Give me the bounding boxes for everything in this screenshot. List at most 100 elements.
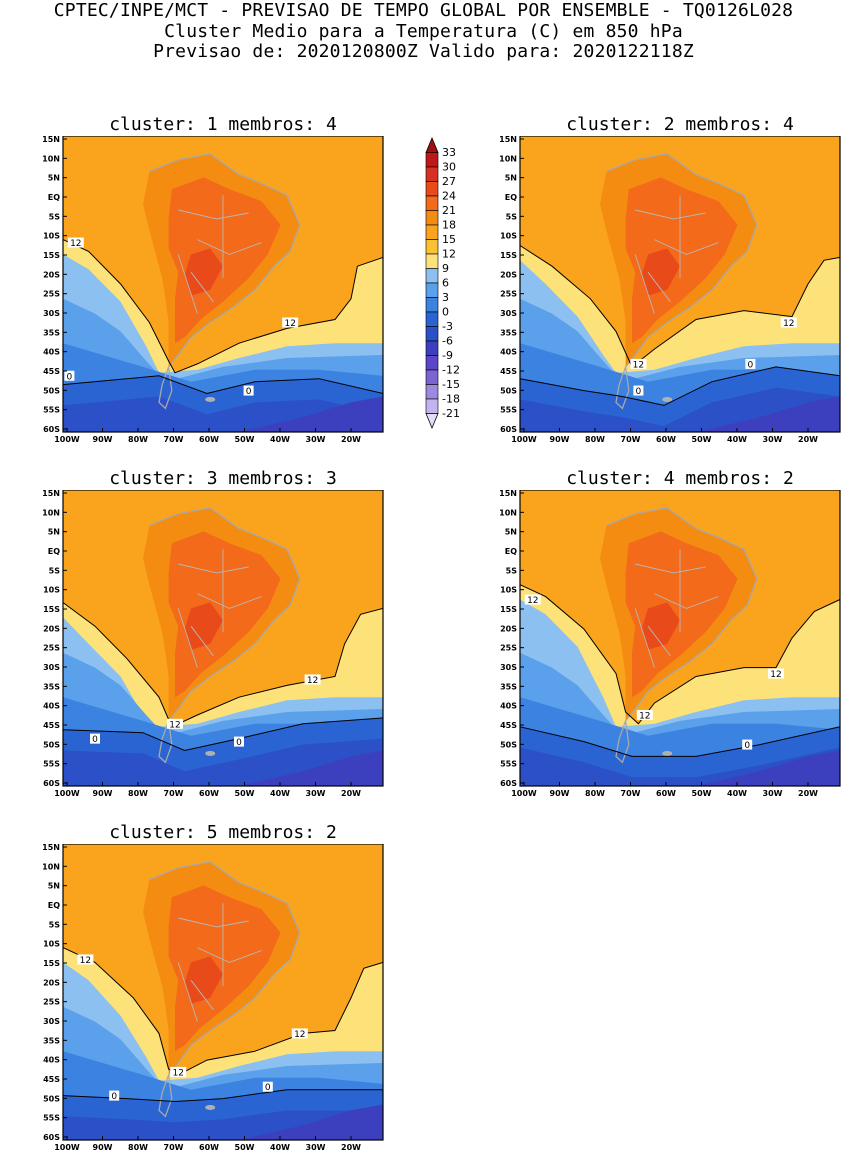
lat-label: 35S xyxy=(43,1036,60,1045)
map-frame xyxy=(62,844,384,1141)
lat-label: 10S xyxy=(43,940,60,949)
lon-label: 20W xyxy=(798,789,818,798)
border-line xyxy=(647,625,671,657)
contour-label-bg xyxy=(67,237,84,248)
border-line xyxy=(634,254,655,314)
panel-title: cluster: 1 membros: 4 xyxy=(109,114,337,135)
lon-label: 50W xyxy=(235,1143,255,1152)
border-line xyxy=(190,271,214,303)
land-21-24 xyxy=(625,531,738,698)
lon-label: 20W xyxy=(341,789,361,798)
lon-label: 60W xyxy=(656,789,676,798)
lat-label: 55S xyxy=(500,760,517,769)
contour-label-bg xyxy=(77,954,94,965)
lon-label: 80W xyxy=(585,789,605,798)
panel-title: cluster: 5 membros: 2 xyxy=(109,822,337,843)
colorbar-cell xyxy=(425,166,439,182)
lon-label: 30W xyxy=(306,1143,326,1152)
colorbar-label: 0 xyxy=(442,306,449,319)
contour-label: 12 xyxy=(527,596,538,606)
contour-label: 12 xyxy=(169,720,180,730)
contour-0 xyxy=(62,375,384,395)
lat-label: 10N xyxy=(42,862,60,871)
lon-label: 50W xyxy=(692,435,712,444)
lat-label: 25S xyxy=(43,644,60,653)
border-line xyxy=(654,593,719,609)
lat-label: 45S xyxy=(500,721,517,730)
colorbar-cell xyxy=(425,224,439,240)
map-panel: cluster: 5 membros: 2 12 12 12 0 0 15N 10N 5N EQ 5… xyxy=(33,823,393,1169)
lon-label: 70W xyxy=(621,789,641,798)
contour-label-bg xyxy=(64,370,75,381)
lat-label: 50S xyxy=(43,740,60,749)
lat-label: 60S xyxy=(500,425,517,434)
panel-title: cluster: 3 membros: 3 xyxy=(109,468,337,489)
colorbar-label: 30 xyxy=(442,161,456,174)
border-line xyxy=(178,563,249,574)
lat-label: 35S xyxy=(43,682,60,691)
lat-label: 50S xyxy=(43,386,60,395)
lon-label: 80W xyxy=(128,789,148,798)
contour-12 xyxy=(519,584,841,725)
coastline xyxy=(606,153,758,410)
header-dates: Previsao de: 2020120800Z Valido para: 20… xyxy=(153,41,694,62)
colorbar-cell xyxy=(425,398,439,414)
lat-label: 50S xyxy=(500,386,517,395)
lat-label: 20S xyxy=(43,270,60,279)
lat-label: EQ xyxy=(48,547,60,556)
colorbar-label: 18 xyxy=(442,219,456,232)
lon-label: 80W xyxy=(128,435,148,444)
lat-label: 35S xyxy=(500,682,517,691)
lat-label: 60S xyxy=(43,1133,60,1142)
header-title: CPTEC/INPE/MCT - PREVISAO DE TEMPO GLOBA… xyxy=(53,0,794,21)
lat-label: 30S xyxy=(43,309,60,318)
lat-label: 25S xyxy=(500,290,517,299)
lon-label: 30W xyxy=(306,435,326,444)
border-line xyxy=(647,271,671,303)
contour-label-bg xyxy=(745,358,756,369)
border-line xyxy=(197,947,262,963)
coastline xyxy=(149,153,301,410)
lat-label: 40S xyxy=(43,702,60,711)
lon-label: 40W xyxy=(270,789,290,798)
lon-label: 20W xyxy=(341,1143,361,1152)
lon-label: 90W xyxy=(93,1143,113,1152)
lon-label: 90W xyxy=(550,435,570,444)
lat-label: EQ xyxy=(48,901,60,910)
border-line xyxy=(197,239,262,255)
border-line xyxy=(177,254,198,314)
lat-label: 5S xyxy=(506,566,518,575)
land-24-27 xyxy=(184,248,223,296)
border-line xyxy=(177,962,198,1022)
lat-label: 10N xyxy=(499,508,517,517)
island xyxy=(205,396,216,402)
lat-label: 5N xyxy=(505,528,517,537)
colorbar-label: 9 xyxy=(442,262,449,275)
band-m9-m6 xyxy=(696,750,840,786)
contour-label-bg xyxy=(282,317,299,328)
lat-label: 5S xyxy=(49,212,61,221)
coastline xyxy=(149,861,301,1118)
contour-label-bg xyxy=(304,674,321,685)
lon-label: 30W xyxy=(763,789,783,798)
lat-label: 5N xyxy=(48,174,60,183)
border-line xyxy=(635,563,706,574)
colorbar-label: -21 xyxy=(442,407,460,420)
lat-label: 15N xyxy=(499,136,517,144)
border-line xyxy=(634,608,655,668)
colorbar-cell xyxy=(425,253,439,269)
lat-label: 55S xyxy=(500,406,517,415)
lat-label: 60S xyxy=(500,779,517,788)
lat-label: 10S xyxy=(43,232,60,241)
map-frame xyxy=(62,136,384,433)
band-m9-m6 xyxy=(239,1104,383,1140)
colorbar-cell xyxy=(425,340,439,356)
contour-label: 12 xyxy=(172,1068,183,1078)
lat-label: 5N xyxy=(48,528,60,537)
colorbar-cell xyxy=(425,210,439,226)
map-svg: 12 12 12 0 15N 10N 5N EQ 5S 10S 15S 20S 25S 30S 35S 40S… xyxy=(499,490,841,798)
lat-label: 55S xyxy=(43,1114,60,1123)
contour-label: 12 xyxy=(80,956,91,966)
contour-0 xyxy=(519,726,841,757)
colorbar-label: -6 xyxy=(442,335,453,348)
